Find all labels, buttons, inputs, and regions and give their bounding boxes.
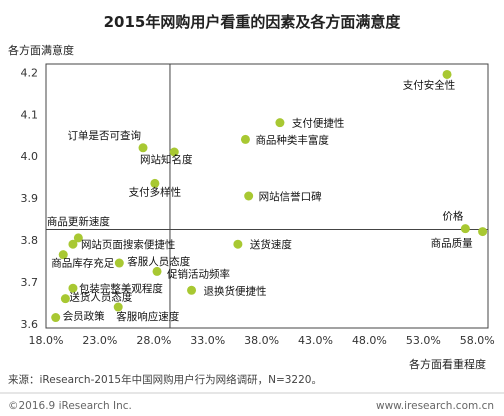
x-tick-label: 33.0% (190, 334, 225, 347)
point-label: 网站知名度 (140, 153, 193, 166)
y-tick-label: 3.8 (21, 234, 39, 247)
website: www.iresearch.com.cn (376, 400, 494, 412)
x-tick-label: 18.0% (29, 334, 64, 347)
point-label: 网站页面搜索便捷性 (81, 238, 176, 251)
point-label: 会员政策 (63, 310, 105, 323)
point-label: 订单是否可查询 (68, 129, 142, 142)
plot-area (45, 63, 489, 329)
y-tick-label: 3.7 (21, 276, 39, 289)
point-label: 支付安全性 (403, 78, 456, 91)
y-tick-labels: 3.6 3.7 3.8 3.9 4.0 4.1 4.2 (21, 66, 39, 330)
point-label: 退换货便捷性 (204, 284, 267, 297)
x-tick-label: 38.0% (244, 334, 279, 347)
data-point (275, 118, 285, 128)
x-tick-label: 48.0% (352, 334, 387, 347)
data-point (152, 266, 162, 276)
y-tick-label: 4.0 (21, 150, 39, 163)
y-tick-label: 3.9 (21, 192, 39, 205)
data-point (240, 134, 250, 144)
x-axis-label: 各方面看重程度 (409, 357, 486, 371)
point-label: 商品质量 (431, 237, 473, 250)
data-point (150, 178, 160, 188)
point-label: 支付多样性 (129, 185, 182, 198)
point-label: 送货速度 (250, 238, 292, 251)
x-tick-label: 58.0% (460, 334, 495, 347)
data-point (169, 147, 179, 157)
data-point (114, 258, 124, 268)
point-label: 支付便捷性 (292, 117, 345, 130)
source-note: 来源：iResearch-2015年中国网购用户行为网络调研，N=3220。 (8, 373, 322, 386)
point-label: 送货人员态度 (69, 291, 132, 304)
x-tick-label: 28.0% (136, 334, 171, 347)
data-point (73, 233, 83, 243)
y-tick-label: 4.1 (21, 108, 39, 121)
data-point (138, 143, 148, 153)
data-point (244, 191, 254, 201)
point-label: 商品更新速度 (47, 215, 110, 228)
copyright: ©2016.9 iResearch Inc. (8, 400, 132, 412)
x-tick-label: 43.0% (298, 334, 333, 347)
chart-title: 2015年网购用户看重的因素及各方面满意度 (104, 13, 402, 31)
plot-frame (45, 63, 489, 329)
point-label: 客服人员态度 (127, 255, 190, 268)
data-point (478, 227, 488, 237)
data-point (233, 239, 243, 249)
y-tick-label: 3.6 (21, 318, 39, 331)
data-point (51, 313, 61, 323)
data-point (442, 69, 452, 79)
x-tick-label: 53.0% (406, 334, 441, 347)
data-point (68, 239, 78, 249)
x-tick-label: 23.0% (82, 334, 117, 347)
point-label: 网站信誉口碑 (259, 190, 322, 203)
data-point (58, 250, 68, 260)
data-point (460, 224, 470, 234)
point-label: 价格 (442, 210, 463, 223)
data-point (68, 283, 78, 293)
data-point (113, 302, 123, 312)
y-axis-label: 各方面满意度 (8, 43, 74, 57)
data-point (187, 285, 197, 295)
data-point (60, 294, 70, 304)
x-tick-labels: 18.0% 23.0% 28.0% 33.0% 38.0% 43.0% 48.0% 53.0%… (29, 334, 495, 347)
point-label: 促销活动频率 (167, 267, 230, 280)
point-label: 商品库存充足 (51, 257, 114, 270)
point-label: 商品种类丰富度 (255, 133, 329, 146)
y-tick-label: 4.2 (21, 66, 39, 79)
point-label: 客服响应速度 (116, 310, 179, 323)
data-points (51, 69, 488, 323)
point-label: 包装完整美观程度 (79, 282, 163, 295)
